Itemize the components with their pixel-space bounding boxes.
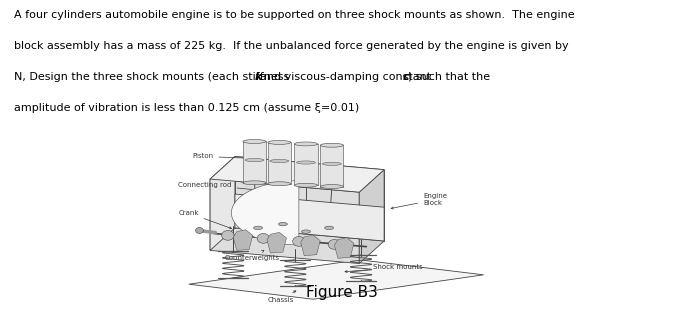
- Ellipse shape: [322, 162, 342, 165]
- Ellipse shape: [270, 159, 289, 162]
- Polygon shape: [210, 156, 235, 250]
- Text: amplitude of vibration is less than 0.125 cm (assume ξ=0.01): amplitude of vibration is less than 0.12…: [14, 103, 359, 113]
- Text: and viscous-damping constant: and viscous-damping constant: [260, 72, 434, 82]
- Polygon shape: [235, 194, 384, 241]
- Text: Crank: Crank: [178, 210, 232, 229]
- Polygon shape: [294, 144, 318, 185]
- Polygon shape: [210, 156, 384, 192]
- Ellipse shape: [324, 226, 333, 229]
- Polygon shape: [243, 141, 266, 183]
- Text: A four cylinders automobile engine is to be supported on three shock mounts as s: A four cylinders automobile engine is to…: [14, 10, 574, 20]
- Polygon shape: [232, 181, 299, 245]
- Text: Counterweights: Counterweights: [224, 250, 279, 261]
- Ellipse shape: [268, 141, 291, 144]
- Polygon shape: [268, 142, 291, 184]
- Text: Shock mounts: Shock mounts: [345, 264, 423, 273]
- Ellipse shape: [329, 239, 341, 249]
- Ellipse shape: [243, 181, 266, 185]
- Ellipse shape: [253, 226, 262, 229]
- Polygon shape: [359, 170, 384, 264]
- Polygon shape: [233, 230, 253, 250]
- Ellipse shape: [320, 143, 344, 147]
- Text: Engine
Block: Engine Block: [391, 193, 447, 209]
- Text: N, Design the three shock mounts (each stiffness: N, Design the three shock mounts (each s…: [14, 72, 292, 82]
- Polygon shape: [301, 235, 320, 256]
- Ellipse shape: [294, 183, 318, 187]
- Text: Piston: Piston: [193, 153, 251, 160]
- Ellipse shape: [195, 228, 204, 233]
- Ellipse shape: [302, 230, 311, 233]
- Polygon shape: [210, 179, 359, 264]
- Ellipse shape: [243, 140, 266, 143]
- Ellipse shape: [320, 185, 344, 188]
- Ellipse shape: [245, 158, 264, 162]
- Polygon shape: [189, 260, 484, 299]
- Ellipse shape: [293, 237, 305, 246]
- Text: Chassis: Chassis: [268, 291, 296, 303]
- Text: Figure B3: Figure B3: [305, 285, 378, 300]
- Polygon shape: [267, 232, 286, 253]
- Ellipse shape: [294, 142, 318, 146]
- Ellipse shape: [257, 233, 270, 243]
- Text: ) such that the: ) such that the: [408, 72, 490, 82]
- Text: c: c: [403, 72, 409, 82]
- Ellipse shape: [296, 161, 316, 164]
- Ellipse shape: [279, 223, 288, 226]
- Text: Connecting rod: Connecting rod: [178, 182, 256, 191]
- Polygon shape: [320, 145, 344, 187]
- Text: k: k: [255, 72, 262, 82]
- Polygon shape: [335, 238, 354, 258]
- Ellipse shape: [221, 230, 234, 240]
- Text: block assembly has a mass of 225 kg.  If the unbalanced force generated by the e: block assembly has a mass of 225 kg. If …: [14, 41, 568, 51]
- Ellipse shape: [268, 182, 291, 186]
